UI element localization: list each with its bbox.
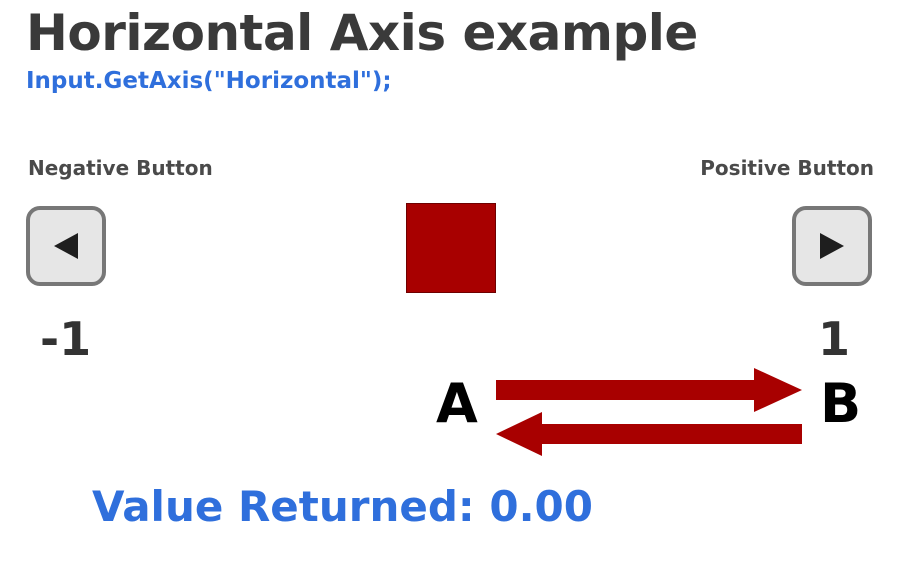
positive-button[interactable] [792,206,872,286]
positive-button-label: Positive Button [700,156,874,180]
left-triangle-icon [54,233,78,259]
moving-square [406,203,496,293]
positive-value: 1 [818,312,851,366]
arrow-right [496,368,802,412]
negative-value: -1 [40,312,92,366]
point-a-label: A [436,372,478,435]
direction-arrows [496,368,802,456]
negative-button[interactable] [26,206,106,286]
negative-button-label: Negative Button [28,156,213,180]
page-title: Horizontal Axis example [26,4,698,62]
point-b-label: B [820,372,862,435]
right-triangle-icon [820,233,844,259]
value-returned: Value Returned: 0.00 [92,482,593,531]
code-snippet: Input.GetAxis("Horizontal"); [26,68,392,94]
arrow-left [496,412,802,456]
